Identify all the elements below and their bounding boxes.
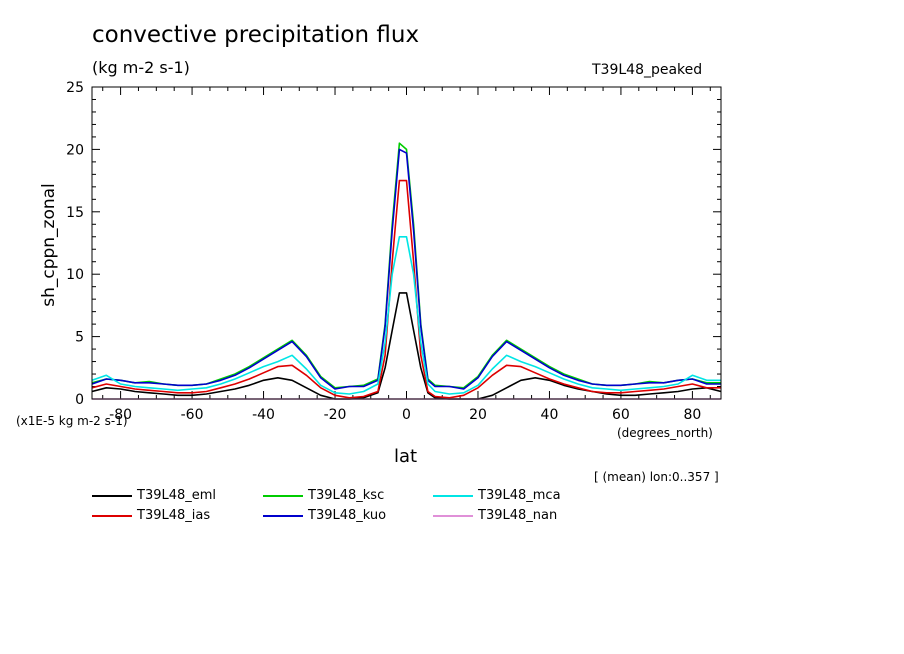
y-tick-label: 5 <box>75 330 84 346</box>
legend-swatch <box>92 515 132 517</box>
series-line-T39L48_eml <box>91 292 722 400</box>
series-line-T39L48_kuo <box>91 148 721 390</box>
x-tick-label: -20 <box>324 407 347 423</box>
legend-label: T39L48_kuo <box>308 508 387 523</box>
x-axis-label: lat <box>394 446 418 467</box>
axis-ticks <box>92 86 721 400</box>
x-tick-label: 0 <box>402 407 411 423</box>
y-tick-label: 15 <box>66 205 84 221</box>
series-line-T39L48_mca <box>91 236 721 395</box>
x-tick-label: -60 <box>181 407 204 423</box>
legend-label: T39L48_ksc <box>308 488 385 503</box>
x-tick-labels: -80 -60 -40 -20 0 20 40 60 80 <box>109 407 701 423</box>
averaging-note: [ (mean) lon:0..357 ] <box>594 470 719 484</box>
y-axis-label: sh_cppn_zonal <box>39 183 59 307</box>
series-line-T39L48_ias <box>91 179 721 399</box>
y-tick-labels: 0 5 10 15 20 25 <box>66 80 84 408</box>
y-tick-label: 20 <box>66 142 84 158</box>
legend-swatch <box>433 495 473 497</box>
x-tick-label: -40 <box>252 407 275 423</box>
y-tick-label: 10 <box>66 267 84 283</box>
x-tick-label: 40 <box>541 407 559 423</box>
x-units-label: (degrees_north) <box>617 426 713 440</box>
legend-label: T39L48_ias <box>137 508 211 523</box>
legend-label: T39L48_mca <box>478 488 561 503</box>
x-tick-label: 20 <box>469 407 487 423</box>
legend-label: T39L48_eml <box>137 488 217 503</box>
legend-swatch <box>433 515 473 517</box>
chart-title: convective precipitation flux <box>92 22 420 48</box>
x-tick-label: 80 <box>683 407 701 423</box>
legend-swatch <box>263 495 303 497</box>
plot-frame <box>91 86 722 400</box>
series-lines <box>91 142 722 400</box>
legend-label: T39L48_nan <box>478 508 558 523</box>
x-tick-label: 60 <box>612 407 630 423</box>
y-tick-label: 0 <box>75 392 84 408</box>
legend-swatch <box>92 495 132 497</box>
y-scale-note: (x1E-5 kg m-2 s-1) <box>16 414 128 428</box>
legend-swatch <box>263 515 303 517</box>
x-tick-label: -80 <box>109 407 132 423</box>
y-tick-label: 25 <box>66 80 84 96</box>
run-label: T39L48_peaked <box>592 62 703 78</box>
chart-units: (kg m-2 s-1) <box>92 58 190 77</box>
